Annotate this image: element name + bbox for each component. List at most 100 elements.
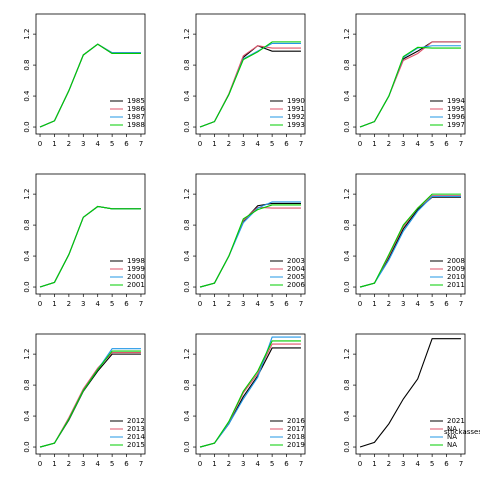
x-tick-label: 6 — [284, 460, 289, 468]
x-tick-label: 0 — [38, 140, 42, 148]
x-tick-label: 6 — [444, 460, 449, 468]
legend-label: NA — [447, 425, 457, 433]
y-tick-label: 1.2 — [343, 29, 351, 40]
x-tick-label: 2 — [227, 140, 231, 148]
plot-frame — [35, 13, 146, 135]
x-tick-label: 3 — [81, 140, 85, 148]
y-tick-label: 0.4 — [343, 90, 351, 102]
x-tick-label: 4 — [95, 140, 100, 148]
legend-label: 2011 — [447, 281, 465, 289]
legend-label: 1995 — [447, 105, 465, 113]
x-tick-label: 6 — [444, 140, 449, 148]
x-tick-label: 3 — [241, 300, 245, 308]
y-tick-label: 1.2 — [23, 189, 31, 200]
plot-frame — [355, 173, 466, 295]
series-line — [199, 41, 301, 128]
x-tick-label: 0 — [38, 300, 42, 308]
y-tick-label: 0.8 — [343, 220, 351, 231]
legend-label: 2019 — [287, 441, 305, 449]
x-tick-label: 5 — [110, 460, 114, 468]
series-line — [39, 205, 141, 288]
y-tick-label: 1.2 — [343, 349, 351, 360]
series-line — [199, 336, 301, 448]
legend-label: 2008 — [447, 257, 465, 265]
x-tick-label: 1 — [52, 140, 56, 148]
series-line — [359, 193, 461, 288]
x-tick-label: 1 — [212, 460, 216, 468]
y-tick-label: 0.0 — [23, 281, 31, 292]
x-tick-label: 5 — [270, 300, 274, 308]
x-tick-label: 3 — [241, 460, 245, 468]
legend-label: 2013 — [127, 425, 145, 433]
y-tick-label: 0.0 — [343, 441, 351, 452]
x-tick-label: 1 — [372, 300, 376, 308]
legend-label: 1998 — [127, 257, 145, 265]
series-line — [199, 340, 301, 448]
y-tick-label: 0.0 — [183, 281, 191, 292]
x-tick-label: 2 — [67, 300, 71, 308]
legend-label: 1993 — [287, 121, 305, 129]
legend-label: 2009 — [447, 265, 465, 273]
x-tick-label: 2 — [227, 460, 231, 468]
x-tick-label: 5 — [430, 140, 434, 148]
series-line — [199, 206, 301, 288]
x-tick-label: 3 — [241, 140, 245, 148]
plot-frame — [35, 333, 146, 455]
x-tick-label: 2 — [387, 300, 391, 308]
y-tick-label: 0.4 — [23, 90, 31, 102]
y-tick-label: 0.0 — [343, 121, 351, 132]
legend-label: 1990 — [287, 97, 305, 105]
x-tick-label: 0 — [198, 460, 202, 468]
x-tick-label: 5 — [430, 460, 434, 468]
x-tick-label: 4 — [255, 140, 260, 148]
legend-label: 2006 — [287, 281, 305, 289]
legend-label: NA — [447, 433, 457, 441]
x-tick-label: 0 — [198, 300, 202, 308]
series-line — [199, 45, 301, 128]
x-tick-label: 3 — [81, 300, 85, 308]
y-tick-label: 1.2 — [23, 349, 31, 360]
legend-label: 2004 — [287, 265, 305, 273]
x-tick-label: 7 — [139, 460, 143, 468]
x-tick-label: 3 — [401, 140, 405, 148]
x-tick-label: 1 — [212, 300, 216, 308]
series-line — [199, 343, 301, 448]
x-tick-label: 4 — [415, 300, 420, 308]
series-line — [39, 205, 141, 288]
series-line — [39, 348, 141, 448]
series-line — [359, 45, 461, 128]
x-tick-label: 1 — [52, 300, 56, 308]
x-tick-label: 4 — [415, 140, 420, 148]
x-tick-label: 4 — [95, 300, 100, 308]
y-tick-label: 0.4 — [343, 410, 351, 422]
x-tick-label: 2 — [67, 460, 71, 468]
legend-label: 2015 — [127, 441, 145, 449]
series-line — [39, 353, 141, 448]
y-tick-label: 0.8 — [23, 220, 31, 231]
y-tick-label: 0.8 — [23, 380, 31, 391]
series-line — [359, 195, 461, 288]
x-tick-label: 6 — [124, 300, 129, 308]
legend-label: 1987 — [127, 113, 145, 121]
x-tick-label: 6 — [284, 140, 289, 148]
y-tick-label: 0.4 — [183, 410, 191, 422]
legend-label: 1986 — [127, 105, 145, 113]
legend-label: 2017 — [287, 425, 305, 433]
legend-label: 1996 — [447, 113, 465, 121]
annotation: stockassessment.org, WBCod_IB_16_alltak,… — [444, 428, 480, 436]
legend-label: 1985 — [127, 97, 145, 105]
x-tick-label: 5 — [270, 460, 274, 468]
x-tick-label: 7 — [459, 300, 463, 308]
x-tick-label: 3 — [401, 300, 405, 308]
legend-label: 2014 — [127, 433, 145, 441]
x-tick-label: 7 — [299, 460, 303, 468]
x-tick-label: 0 — [358, 460, 362, 468]
x-tick-label: 3 — [81, 460, 85, 468]
series-line — [39, 352, 141, 448]
x-tick-label: 2 — [387, 460, 391, 468]
x-tick-label: 7 — [299, 300, 303, 308]
x-tick-label: 2 — [387, 140, 391, 148]
x-tick-label: 0 — [198, 140, 202, 148]
y-tick-label: 0.8 — [183, 380, 191, 391]
y-tick-label: 0.8 — [343, 380, 351, 391]
